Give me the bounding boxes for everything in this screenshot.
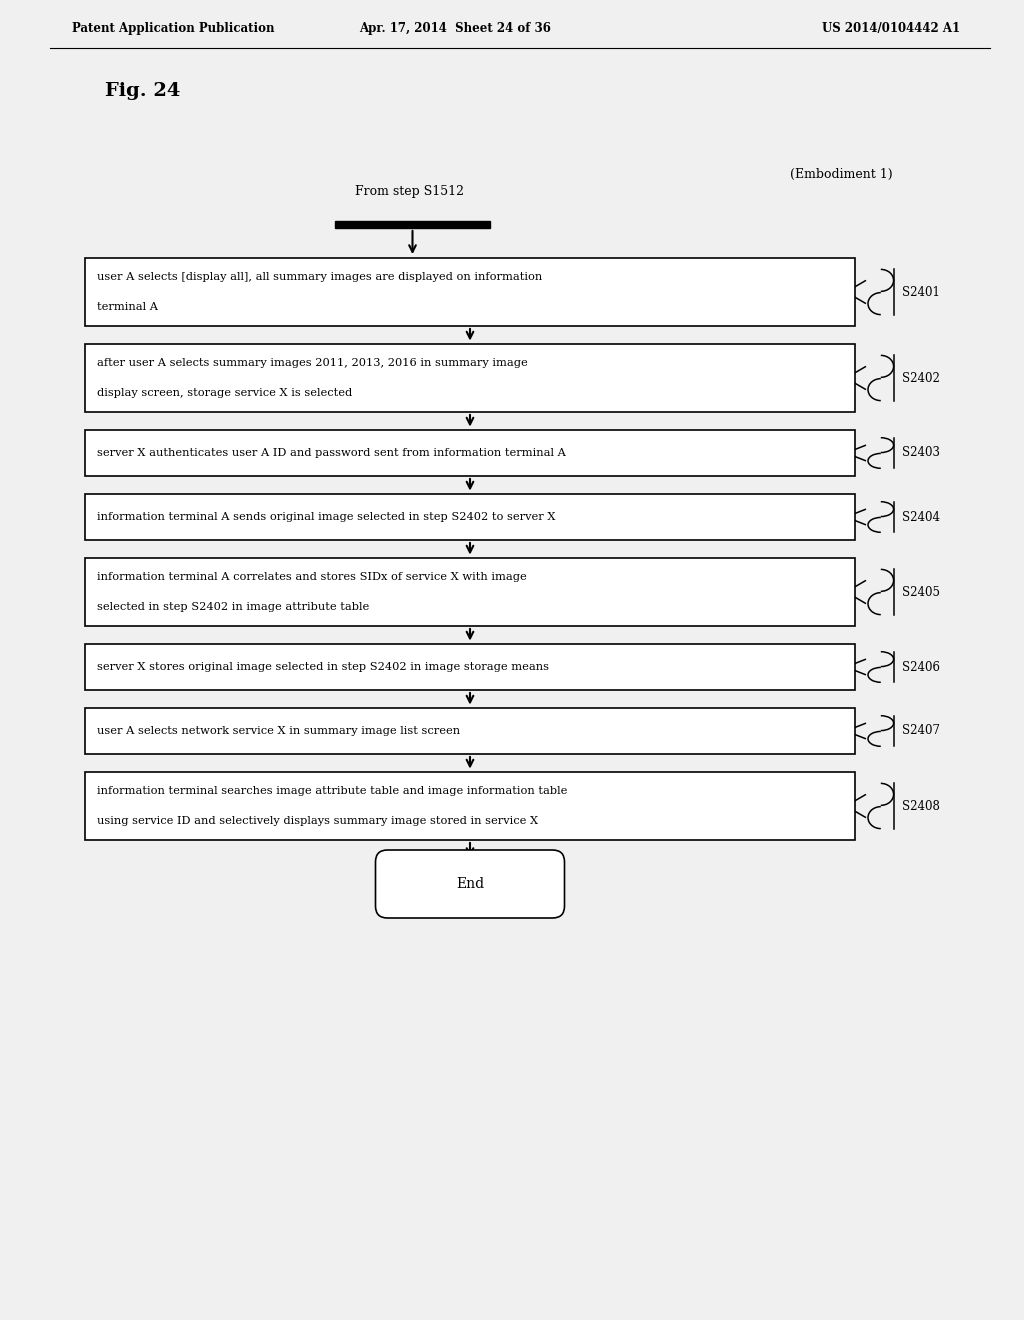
Text: S2403: S2403 [902,446,940,459]
FancyBboxPatch shape [376,850,564,917]
Text: information terminal A correlates and stores SIDx of service X with image: information terminal A correlates and st… [97,572,526,582]
FancyBboxPatch shape [85,494,855,540]
Text: user A selects [display all], all summary images are displayed on information: user A selects [display all], all summar… [97,272,543,282]
Text: Patent Application Publication: Patent Application Publication [72,22,274,36]
Text: using service ID and selectively displays summary image stored in service X: using service ID and selectively display… [97,816,539,826]
Text: server X authenticates user A ID and password sent from information terminal A: server X authenticates user A ID and pas… [97,447,566,458]
FancyBboxPatch shape [85,345,855,412]
Text: display screen, storage service X is selected: display screen, storage service X is sel… [97,388,352,397]
Text: information terminal searches image attribute table and image information table: information terminal searches image attr… [97,785,567,796]
Text: S2406: S2406 [902,660,940,673]
Text: user A selects network service X in summary image list screen: user A selects network service X in summ… [97,726,460,737]
FancyBboxPatch shape [85,708,855,754]
Text: From step S1512: From step S1512 [355,185,464,198]
Text: Fig. 24: Fig. 24 [105,82,180,100]
Text: Apr. 17, 2014  Sheet 24 of 36: Apr. 17, 2014 Sheet 24 of 36 [359,22,551,36]
FancyBboxPatch shape [85,257,855,326]
Text: S2404: S2404 [902,511,940,524]
Text: selected in step S2402 in image attribute table: selected in step S2402 in image attribut… [97,602,370,612]
Text: S2402: S2402 [902,371,940,384]
Text: S2401: S2401 [902,285,940,298]
Text: information terminal A sends original image selected in step S2402 to server X: information terminal A sends original im… [97,512,555,521]
Text: S2408: S2408 [902,800,940,813]
Bar [335,220,490,228]
Text: (Embodiment 1): (Embodiment 1) [790,168,893,181]
FancyBboxPatch shape [85,772,855,840]
Text: S2405: S2405 [902,586,940,598]
FancyBboxPatch shape [85,430,855,477]
FancyBboxPatch shape [85,558,855,626]
Text: End: End [456,876,484,891]
Text: terminal A: terminal A [97,302,158,312]
Text: server X stores original image selected in step S2402 in image storage means: server X stores original image selected … [97,663,549,672]
FancyBboxPatch shape [85,644,855,690]
Text: S2407: S2407 [902,725,940,738]
Text: after user A selects summary images 2011, 2013, 2016 in summary image: after user A selects summary images 2011… [97,358,527,368]
Text: US 2014/0104442 A1: US 2014/0104442 A1 [822,22,961,36]
